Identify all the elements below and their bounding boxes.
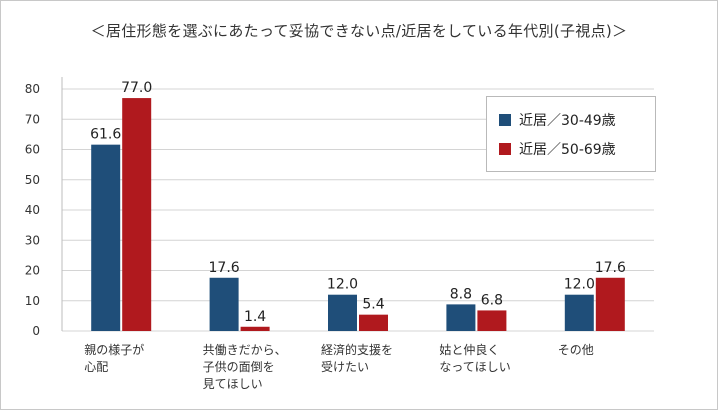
bar-series-2 [595,277,625,331]
category-label-line: 受けたい [321,360,370,374]
chart-title: ＜居住形態を選ぶにあたって妥協できない点/近居をしている年代別(子視点)＞ [90,22,628,40]
y-tick-label: 80 [25,82,40,96]
category-label: その他 [558,342,594,359]
legend-item-series-2: 近居／50-69歳 [499,139,616,159]
category-label: 姑と仲良くなってほしい [439,342,510,376]
legend-swatch-series-2 [499,143,511,155]
bar-series-2 [477,310,507,331]
y-tick-label: 40 [25,203,40,217]
y-tick-label: 50 [25,173,40,187]
data-label: 12.0 [564,277,595,293]
category-label-line: その他 [557,343,594,357]
bar-series-2 [240,326,270,331]
category-label-line: 姑と仲良く [439,343,500,357]
y-tick-label: 20 [25,264,40,278]
bar-series-1 [564,294,594,331]
y-tick-label: 0 [32,324,40,338]
data-label: 1.4 [244,309,266,325]
y-tick-label: 30 [25,233,40,247]
category-label-line: 親の様子が [84,343,145,357]
data-label: 5.4 [362,297,384,313]
data-label: 6.8 [481,292,503,308]
category-label-line: 共働きだから、 [202,343,287,357]
data-label: 8.8 [450,286,472,302]
y-tick-label: 60 [25,143,40,157]
data-label: 12.0 [327,277,358,293]
category-label-line: 経済的支援を [321,343,394,357]
data-label: 17.6 [595,260,626,276]
y-tick-label: 10 [25,294,40,308]
legend-item-series-1: 近居／30-49歳 [499,110,616,130]
category-label-line: 子供の面倒を [202,360,275,374]
legend-label-series-1: 近居／30-49歳 [519,113,616,129]
bar-series-2 [122,98,152,331]
bar-series-1 [209,277,239,331]
bar-series-1 [91,144,121,331]
category-label: 共働きだから、 子供の面倒を 見てほしい [203,342,287,393]
bar-series-1 [446,304,476,331]
category-label: 親の様子が 心配 [84,342,144,376]
data-label: 17.6 [209,260,240,276]
category-label-line: 見てほしい [202,377,263,391]
bar-series-1 [328,294,357,331]
category-label: 経済的支援を 受けたい [321,342,393,376]
data-label: 77.0 [121,80,152,96]
legend: 近居／30-49歳 近居／50-69歳 [486,96,656,172]
legend-label-series-2: 近居／50-69歳 [519,142,616,158]
bar-series-2 [359,314,388,331]
category-label-line: なってほしい [439,360,511,374]
y-tick-label: 70 [25,112,40,126]
legend-swatch-series-1 [499,114,511,126]
category-label-line: 心配 [84,360,109,374]
data-label: 61.6 [90,127,121,143]
